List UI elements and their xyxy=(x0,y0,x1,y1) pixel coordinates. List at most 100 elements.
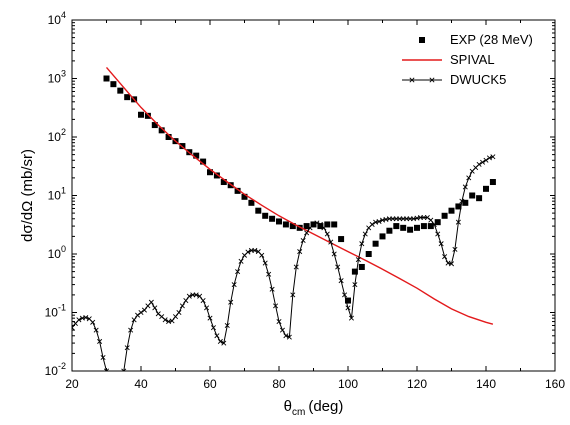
dwuck5-point xyxy=(486,155,492,161)
dwuck5-point xyxy=(135,312,141,318)
dwuck5-point-stroke xyxy=(128,327,134,333)
dwuck5-point xyxy=(224,322,230,328)
dwuck5-point-stroke xyxy=(83,315,89,321)
dwuck5-point-stroke xyxy=(172,314,179,320)
dwuck5-point xyxy=(480,159,486,165)
dwuck5-point xyxy=(231,282,237,288)
dwuck5-point-stroke xyxy=(166,319,172,325)
dwuck5-point xyxy=(245,249,251,255)
dwuck5-point-stroke xyxy=(328,239,334,245)
dwuck5-point xyxy=(83,315,89,321)
dwuck5-point-stroke xyxy=(100,355,106,361)
dwuck5-point xyxy=(90,319,96,325)
dwuck5-point xyxy=(442,254,448,260)
dwuck5-point xyxy=(138,309,144,316)
dwuck5-point xyxy=(369,221,375,227)
dwuck5-point-stroke xyxy=(200,298,206,304)
x-tick-label: 80 xyxy=(272,377,286,391)
exp-data-point xyxy=(441,212,448,219)
dwuck5-point-stroke xyxy=(348,315,354,321)
exp-data-point xyxy=(393,223,400,230)
dwuck5-point xyxy=(438,241,444,247)
exp-data-point xyxy=(338,236,345,243)
dwuck5-point xyxy=(238,258,244,264)
dwuck5-point-stroke xyxy=(148,299,154,305)
dwuck5-point-stroke xyxy=(321,225,327,231)
dwuck5-point-stroke xyxy=(428,217,434,223)
dwuck5-point xyxy=(314,220,320,226)
dwuck5-point xyxy=(103,368,110,371)
exp-data-point xyxy=(365,251,372,257)
dwuck5-point xyxy=(259,252,265,258)
dwuck5-point-stroke xyxy=(97,338,103,344)
dwuck5-point-stroke xyxy=(245,249,251,255)
dwuck5-point xyxy=(324,231,330,237)
dwuck5-point-stroke xyxy=(431,221,437,227)
y-tick-exponent: -1 xyxy=(58,303,66,313)
dwuck5-point xyxy=(448,261,455,267)
legend-label: SPIVAL xyxy=(450,52,495,67)
dwuck5-point xyxy=(193,292,199,298)
dwuck5-point xyxy=(172,314,179,320)
legend-marker-dwuck5 xyxy=(429,77,435,83)
dwuck5-point xyxy=(328,239,334,245)
dwuck5-point xyxy=(352,282,358,288)
dwuck5-point-stroke xyxy=(442,254,448,260)
x-axis-symbol: θ xyxy=(284,398,292,415)
exp-data-point xyxy=(193,152,200,159)
exp-data-point xyxy=(345,297,351,304)
dwuck5-point-stroke xyxy=(169,318,175,324)
y-tick-base: 10 xyxy=(48,72,62,86)
dwuck5-point-stroke xyxy=(466,175,472,181)
exp-data-point xyxy=(255,207,262,214)
exp-data-point xyxy=(414,224,420,231)
x-tick-label: 160 xyxy=(545,377,565,391)
y-tick-exponent: 4 xyxy=(61,10,66,20)
dwuck5-point xyxy=(100,355,106,361)
exp-data-point xyxy=(220,179,227,186)
dwuck5-point-stroke xyxy=(269,286,275,292)
dwuck5-point-stroke xyxy=(310,221,317,227)
dwuck5-point-stroke xyxy=(121,368,125,371)
dwuck5-point-stroke xyxy=(123,368,127,371)
exp-data-point xyxy=(241,193,248,200)
dwuck5-point-stroke xyxy=(338,278,344,284)
dwuck5-point-stroke xyxy=(152,305,158,311)
dwuck5-point-stroke xyxy=(283,333,289,339)
dwuck5-point xyxy=(293,264,299,270)
dwuck5-point xyxy=(335,264,341,270)
dwuck5-point-stroke xyxy=(369,221,375,227)
exp-data-point xyxy=(158,127,165,134)
y-tick-base: 10 xyxy=(45,364,59,378)
y-tick-exponent: 2 xyxy=(61,127,66,137)
dwuck5-point xyxy=(93,327,99,333)
y-tick-base: 10 xyxy=(48,247,62,261)
dwuck5-point xyxy=(455,219,461,225)
dwuck5-point xyxy=(376,218,382,224)
dwuck5-point-stroke xyxy=(228,299,234,305)
dwuck5-point-stroke xyxy=(414,215,420,221)
dwuck5-point xyxy=(162,317,168,323)
dwuck5-point xyxy=(97,338,103,344)
exp-data-point xyxy=(420,223,427,230)
x-tick-label: 120 xyxy=(407,377,427,391)
dwuck5-point-stroke xyxy=(221,340,227,346)
exp-data-point xyxy=(427,223,434,230)
dwuck5-point xyxy=(283,333,289,339)
dwuck5-point xyxy=(304,230,310,236)
exp-data-point xyxy=(400,224,407,231)
dwuck5-point-stroke xyxy=(105,368,110,371)
exp-data-point xyxy=(351,268,358,275)
y-tick-base: 10 xyxy=(45,306,59,320)
dwuck5-point xyxy=(121,368,127,371)
dwuck5-point-stroke xyxy=(214,333,220,339)
exp-data-point xyxy=(144,112,151,119)
dwuck5-point-stroke xyxy=(93,327,99,333)
dwuck5-point-stroke xyxy=(72,325,75,329)
y-tick-exponent: -2 xyxy=(58,361,66,371)
legend-marker-dwuck5-stroke xyxy=(429,77,435,83)
exp-data-point xyxy=(407,226,414,233)
dwuck5-point-stroke xyxy=(459,198,465,204)
dwuck5-point-stroke xyxy=(342,292,348,298)
dwuck5-point-stroke xyxy=(176,309,182,316)
